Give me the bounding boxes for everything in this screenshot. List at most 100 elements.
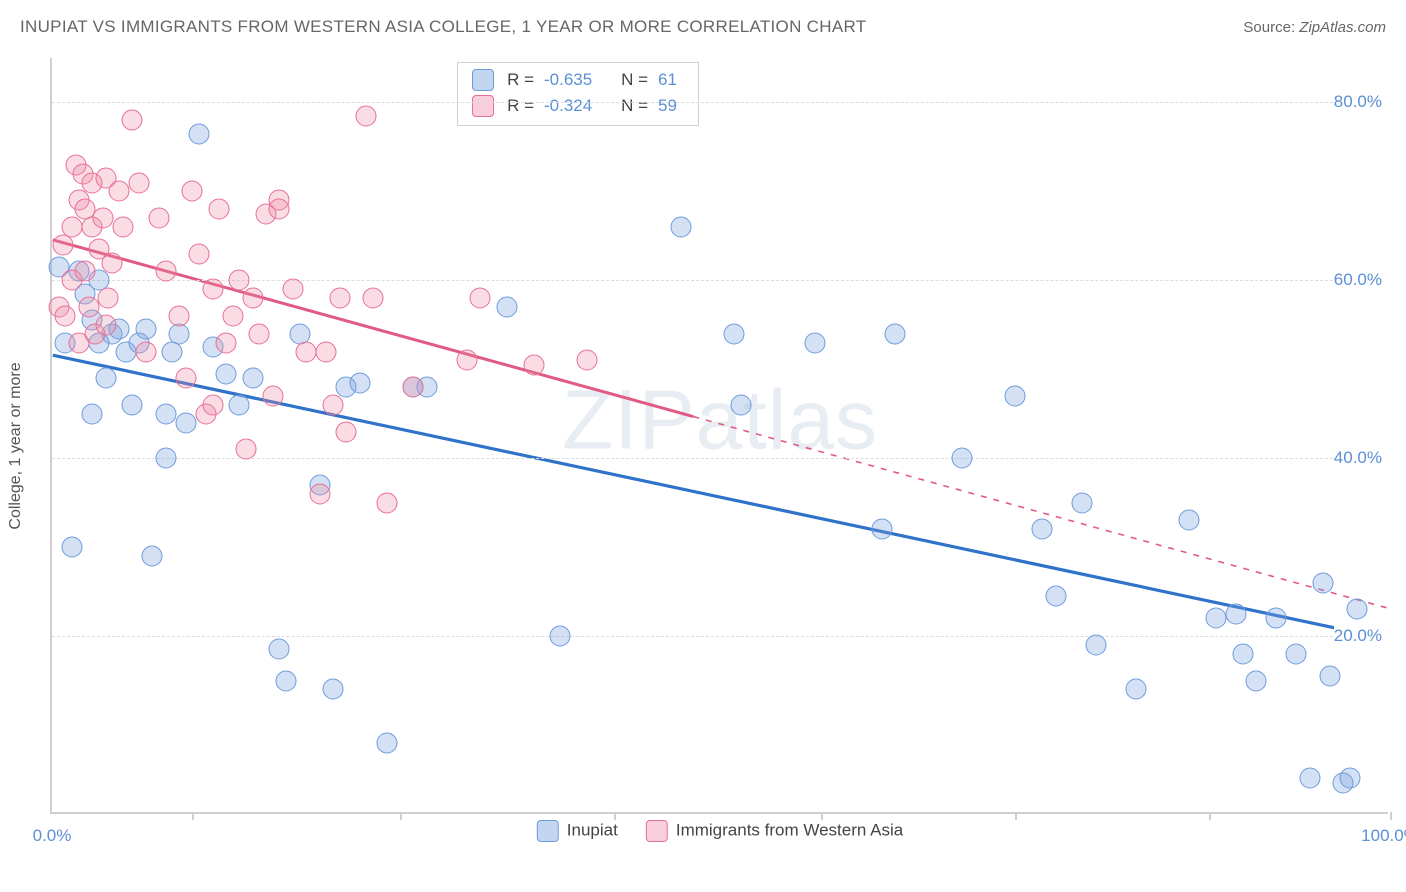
data-point-inupiat xyxy=(1313,572,1334,593)
r-label: R = xyxy=(504,70,534,90)
data-point-inupiat xyxy=(1206,608,1227,629)
data-point-wasia xyxy=(577,350,598,371)
x-tick-mark xyxy=(821,812,823,820)
gridline-h xyxy=(52,458,1388,459)
data-point-wasia xyxy=(222,305,243,326)
title-bar: INUPIAT VS IMMIGRANTS FROM WESTERN ASIA … xyxy=(20,14,1386,40)
legend-label: Immigrants from Western Asia xyxy=(676,820,903,839)
data-point-inupiat xyxy=(884,323,905,344)
data-point-inupiat xyxy=(155,403,176,424)
data-point-inupiat xyxy=(1032,519,1053,540)
stats-row-inupiat: R = -0.635 N = 61 xyxy=(472,69,684,91)
trendline-inupiat xyxy=(53,355,1387,639)
data-point-wasia xyxy=(112,216,133,237)
data-point-inupiat xyxy=(135,319,156,340)
data-point-wasia xyxy=(269,199,290,220)
data-point-inupiat xyxy=(349,372,370,393)
data-point-inupiat xyxy=(175,412,196,433)
data-point-wasia xyxy=(229,270,250,291)
data-point-wasia xyxy=(102,252,123,273)
data-point-inupiat xyxy=(1005,385,1026,406)
scatter-plot: ZIPatlas R =-0.635N =61R =-0.324N =59 In… xyxy=(50,58,1388,814)
stats-row-wasia: R =-0.324N =59 xyxy=(472,95,684,117)
gridline-h xyxy=(52,280,1388,281)
data-point-wasia xyxy=(122,110,143,131)
x-tick-mark xyxy=(400,812,402,820)
data-point-wasia xyxy=(209,199,230,220)
legend-label: Inupiat xyxy=(567,820,618,839)
source-link[interactable]: ZipAtlas.com xyxy=(1299,19,1386,36)
source-prefix: Source: xyxy=(1243,19,1299,36)
data-point-inupiat xyxy=(62,537,83,558)
n-label: N = xyxy=(618,70,648,90)
data-point-wasia xyxy=(316,341,337,362)
y-axis-label: College, 1 year or more xyxy=(7,362,25,529)
data-point-wasia xyxy=(92,208,113,229)
data-point-inupiat xyxy=(670,216,691,237)
data-point-wasia xyxy=(98,288,119,309)
n-label: N = xyxy=(618,96,648,116)
data-point-wasia xyxy=(62,216,83,237)
data-point-wasia xyxy=(155,261,176,282)
data-point-wasia xyxy=(242,288,263,309)
data-point-inupiat xyxy=(215,363,236,384)
data-point-inupiat xyxy=(229,394,250,415)
data-point-inupiat xyxy=(804,332,825,353)
data-point-inupiat xyxy=(1045,586,1066,607)
x-tick-mark xyxy=(614,812,616,820)
data-point-inupiat xyxy=(1299,768,1320,789)
data-point-inupiat xyxy=(1346,599,1367,620)
x-tick-mark xyxy=(1209,812,1211,820)
y-tick-label: 40.0% xyxy=(1334,448,1390,468)
data-point-inupiat xyxy=(376,732,397,753)
x-tick-mark xyxy=(1390,812,1392,820)
data-point-inupiat xyxy=(322,679,343,700)
data-point-inupiat xyxy=(1246,670,1267,691)
gridline-h xyxy=(52,636,1388,637)
data-point-inupiat xyxy=(95,368,116,389)
y-tick-label: 20.0% xyxy=(1334,626,1390,646)
data-point-wasia xyxy=(329,288,350,309)
source-attribution: Source: ZipAtlas.com xyxy=(1243,19,1386,36)
data-point-wasia xyxy=(249,323,270,344)
data-point-inupiat xyxy=(276,670,297,691)
data-point-wasia xyxy=(202,394,223,415)
series-legend: Inupiat Immigrants from Western Asia xyxy=(537,820,903,842)
chart-title: INUPIAT VS IMMIGRANTS FROM WESTERN ASIA … xyxy=(20,17,866,37)
data-point-wasia xyxy=(149,208,170,229)
r-value: -0.635 xyxy=(544,70,608,90)
data-point-wasia xyxy=(322,394,343,415)
data-point-inupiat xyxy=(189,123,210,144)
gridline-h xyxy=(52,102,1388,103)
data-point-wasia xyxy=(456,350,477,371)
data-point-wasia xyxy=(470,288,491,309)
data-point-wasia xyxy=(363,288,384,309)
x-tick-label: 100.0% xyxy=(1361,826,1406,846)
data-point-inupiat xyxy=(155,448,176,469)
stats-legend-box: R =-0.635N =61R =-0.324N =59 xyxy=(457,62,699,126)
data-point-inupiat xyxy=(731,394,752,415)
legend-swatch xyxy=(537,820,559,842)
data-point-inupiat xyxy=(550,626,571,647)
data-point-wasia xyxy=(182,181,203,202)
data-point-wasia xyxy=(236,439,257,460)
data-point-inupiat xyxy=(142,546,163,567)
data-point-wasia xyxy=(79,297,100,318)
data-point-wasia xyxy=(523,354,544,375)
y-tick-label: 80.0% xyxy=(1334,92,1390,112)
r-value: -0.324 xyxy=(544,96,608,116)
data-point-wasia xyxy=(189,243,210,264)
data-point-wasia xyxy=(55,305,76,326)
data-point-inupiat xyxy=(951,448,972,469)
data-point-inupiat xyxy=(1179,510,1200,531)
data-point-inupiat xyxy=(1339,768,1360,789)
data-point-wasia xyxy=(202,279,223,300)
n-value: 61 xyxy=(658,70,684,90)
data-point-wasia xyxy=(403,377,424,398)
legend-item: Inupiat xyxy=(537,820,618,842)
data-point-inupiat xyxy=(1085,635,1106,656)
data-point-wasia xyxy=(108,181,129,202)
data-point-wasia xyxy=(175,368,196,389)
data-point-wasia xyxy=(356,105,377,126)
swatch-wasia xyxy=(472,95,494,117)
